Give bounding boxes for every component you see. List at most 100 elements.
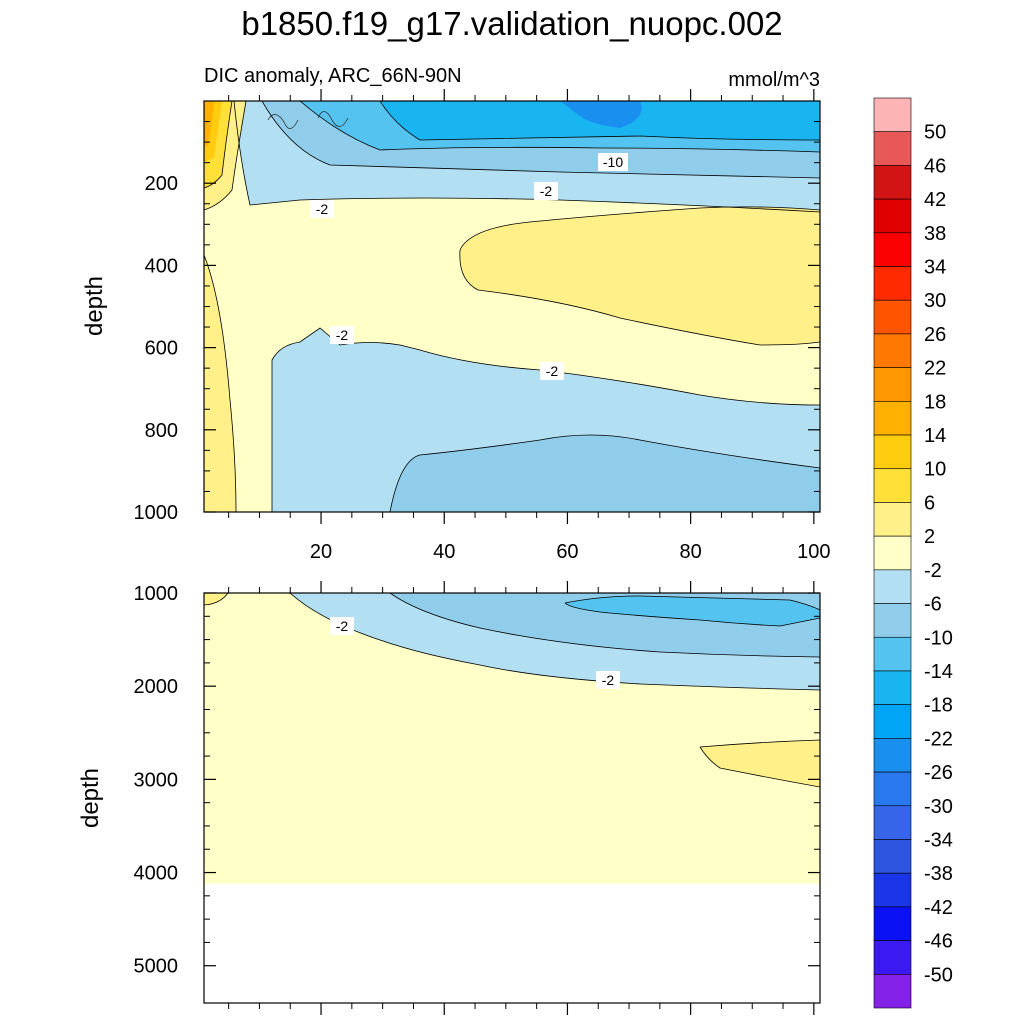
contour-label: -2	[540, 183, 553, 199]
y-tick-label: 3000	[134, 769, 179, 791]
contour-line	[699, 739, 820, 788]
colorbar-label: 18	[924, 391, 946, 413]
colorbar-swatch	[873, 131, 912, 166]
colorbar-swatch	[873, 704, 912, 739]
lower-contour-fill	[204, 593, 820, 885]
colorbar-swatch	[873, 603, 912, 638]
contour-label: -2	[336, 327, 349, 343]
colorbar-label: 2	[924, 526, 935, 548]
colorbar-swatch	[873, 367, 912, 402]
colorbar-label: 46	[924, 155, 946, 177]
colorbar-swatch	[873, 636, 912, 672]
contour-label: -2	[546, 363, 559, 379]
y-tick-label: 2000	[134, 676, 179, 698]
colorbar-swatch	[873, 973, 912, 1009]
subtitle-left: DIC anomaly, ARC_66N-90N	[204, 65, 462, 87]
contour-line	[389, 434, 820, 512]
contour-line	[389, 593, 820, 658]
colorbar-swatch	[873, 805, 912, 840]
colorbar-swatch	[873, 535, 912, 571]
colorbar-swatch	[873, 872, 912, 908]
y-tick-label: 4000	[134, 863, 179, 885]
upper-axes: 200 400 600 800 1000 20 40 60 80 100	[134, 89, 831, 563]
contour-label-bg	[310, 200, 334, 218]
contour-line	[379, 101, 820, 141]
lower-contour-labels: -2 -2	[330, 617, 620, 689]
upper-contour-labels: -10 -2 -2 -2 -2	[310, 153, 628, 380]
colorbar-swatch	[873, 670, 912, 705]
contour-label-bg	[598, 153, 628, 171]
colorbar-swatch	[873, 333, 912, 368]
contour-label-bg	[540, 362, 564, 380]
lower-axes: 1000 2000 3000 4000 5000	[134, 581, 820, 1015]
colorbar-label: -42	[924, 897, 953, 919]
colorbar-swatch	[873, 502, 912, 537]
colorbar-swatch	[873, 569, 912, 604]
y-tick-label: 200	[145, 173, 178, 195]
contour-label-bg	[534, 182, 558, 200]
contour-line	[261, 101, 820, 179]
upper-y-axis-label: depth	[81, 276, 108, 336]
contour-line	[459, 206, 820, 346]
upper-region-neg-18	[560, 101, 642, 128]
x-tick-label: 40	[433, 541, 455, 563]
x-tick-label: 60	[556, 541, 578, 563]
contour-line	[299, 101, 820, 153]
y-tick-label: 1000	[134, 583, 179, 605]
colorbar-label: 26	[924, 324, 946, 346]
y-tick-label: 1000	[134, 502, 179, 524]
colorbar-label: 14	[924, 425, 946, 447]
colorbar-swatch	[873, 771, 912, 807]
contour-line	[289, 593, 820, 691]
subtitle-units: mmol/m^3	[728, 69, 820, 91]
colorbar-swatch	[873, 906, 912, 941]
y-tick-label: 5000	[134, 956, 179, 978]
colorbar-swatch	[873, 434, 912, 470]
colorbar-swatch	[873, 266, 912, 301]
colorbar-label: -38	[924, 863, 953, 885]
lower-region-pos-wedge	[700, 740, 820, 787]
colorbar-swatch	[873, 839, 912, 874]
upper-region-deep-neg-6	[390, 435, 820, 512]
contour-label: -2	[336, 618, 349, 634]
contour-label: -2	[316, 201, 329, 217]
colorbar-label: -46	[924, 931, 953, 953]
contour-label-bg	[596, 671, 620, 689]
colorbar-label: 10	[924, 459, 946, 481]
contour-line	[271, 327, 820, 512]
colorbar-swatch	[873, 940, 912, 975]
lower-region-pos-corner	[204, 593, 228, 605]
lower-y-axis-label: depth	[77, 768, 104, 828]
colorbar-label: -6	[924, 594, 942, 616]
upper-region-pos-tongue	[459, 206, 820, 345]
upper-region-pos-14	[204, 101, 214, 146]
colorbar-label: -50	[924, 964, 953, 986]
colorbar-label: 34	[924, 257, 946, 279]
y-tick-label: 600	[145, 338, 178, 360]
colorbar-label: 30	[924, 290, 946, 312]
colorbar-label: 50	[924, 122, 946, 144]
colorbar: 50 46 42 38 34 30 26 22 18 14 10 6 2 -2 -6 -10 -14 -18 -22…	[873, 97, 953, 1009]
colorbar-label: 6	[924, 492, 935, 514]
figure-title: b1850.f19_g17.validation_nuopc.002	[241, 5, 782, 42]
colorbar-label: -22	[924, 728, 953, 750]
y-tick-label: 400	[145, 255, 178, 277]
colorbar-swatch	[873, 299, 912, 335]
contour-label: -2	[602, 672, 615, 688]
colorbar-swatch	[873, 401, 912, 436]
upper-contour-lines	[204, 101, 820, 512]
colorbar-label: 38	[924, 223, 946, 245]
colorbar-label: -14	[924, 661, 953, 683]
colorbar-label: -10	[924, 627, 953, 649]
colorbar-swatch	[873, 738, 912, 773]
x-tick-label: 20	[310, 541, 332, 563]
colorbar-label: -2	[924, 560, 942, 582]
lower-region-neg-10	[565, 596, 820, 626]
x-tick-label: 80	[680, 541, 702, 563]
upper-region-left-column	[204, 255, 236, 512]
colorbar-swatch	[873, 232, 912, 267]
lower-no-data-area	[205, 883, 819, 1002]
contour-label-bg	[330, 326, 354, 344]
colorbar-label: 22	[924, 358, 946, 380]
lower-plot-frame	[203, 592, 821, 1004]
